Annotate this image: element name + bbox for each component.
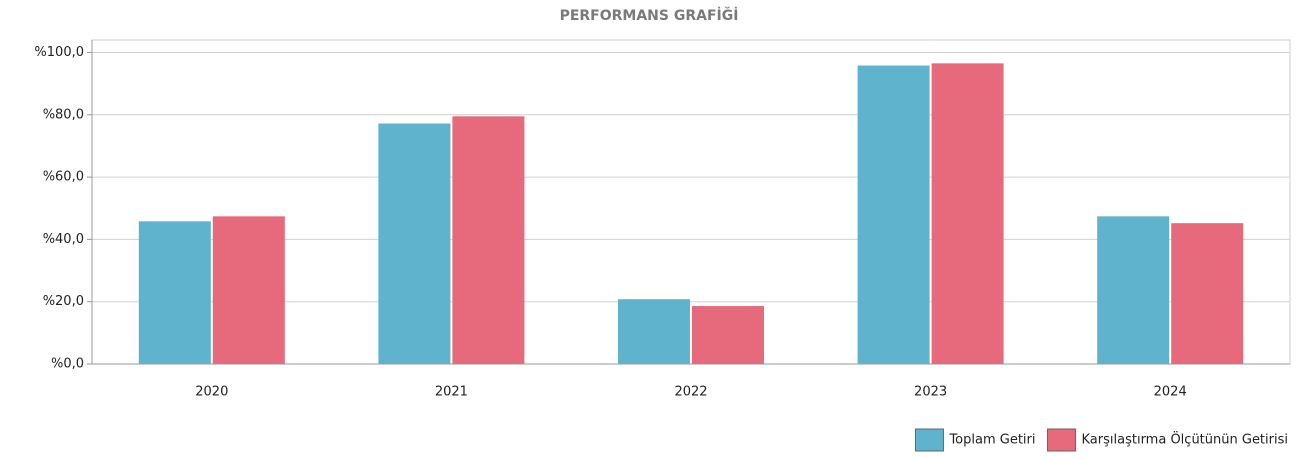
legend-swatch <box>1047 428 1077 452</box>
x-tick-label: 2020 <box>195 385 228 400</box>
bar <box>857 65 930 365</box>
bar <box>138 221 211 364</box>
x-tick-label: 2023 <box>914 385 947 400</box>
bar <box>692 306 764 364</box>
x-tick-label: 2022 <box>674 385 707 400</box>
x-tick-label: 2024 <box>1154 385 1187 400</box>
chart-title: PERFORMANS GRAFİĞİ <box>560 6 739 24</box>
bar <box>618 299 690 364</box>
legend-label: Toplam Getiri <box>948 433 1035 448</box>
bar <box>452 116 525 364</box>
y-tick-label: %60,0 <box>43 170 84 185</box>
legend-swatch <box>914 428 944 452</box>
bar <box>1097 216 1170 364</box>
y-tick-label: %20,0 <box>43 294 84 309</box>
legend-label: Karşılaştırma Ölçütünün Getirisi <box>1082 431 1288 448</box>
bar <box>212 216 285 364</box>
y-tick-label: %0,0 <box>51 357 84 372</box>
y-tick-label: %40,0 <box>43 232 84 247</box>
bar <box>1171 223 1244 364</box>
bar <box>378 123 451 364</box>
x-tick-label: 2021 <box>435 385 468 400</box>
y-tick-label: %80,0 <box>43 107 84 122</box>
y-tick-label: %100,0 <box>34 45 84 60</box>
bar <box>931 63 1004 364</box>
